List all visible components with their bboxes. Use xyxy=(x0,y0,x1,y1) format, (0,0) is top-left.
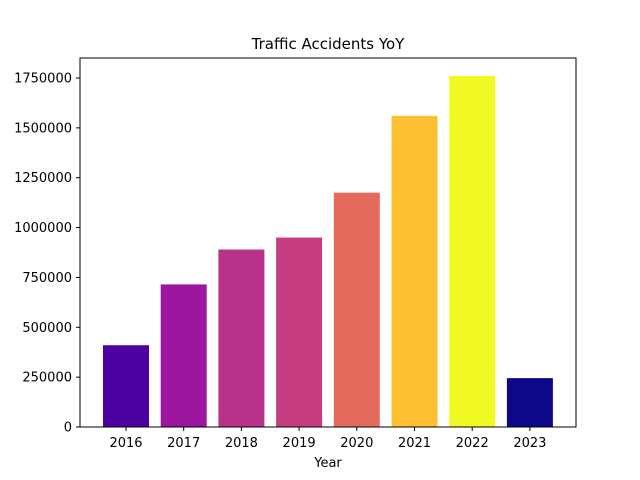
y-tick-label-250000: 250000 xyxy=(22,371,72,386)
y-tick-label-0: 0 xyxy=(64,421,72,436)
y-tick-label-500000: 500000 xyxy=(22,321,72,336)
x-tick-label-2022: 2022 xyxy=(456,436,489,451)
bar-2023 xyxy=(506,378,553,427)
bar-2020 xyxy=(333,192,380,427)
x-tick-label-2018: 2018 xyxy=(225,436,258,451)
plot-frame xyxy=(79,57,577,428)
x-tick-label-2020: 2020 xyxy=(340,436,373,451)
bar-2019 xyxy=(276,237,323,427)
y-tick-label-1250000: 1250000 xyxy=(14,171,72,186)
chart-title: Traffic Accidents YoY xyxy=(251,35,406,53)
x-tick-label-2019: 2019 xyxy=(283,436,316,451)
x-axis-title: Year xyxy=(313,456,342,471)
bar-2017 xyxy=(160,284,207,427)
x-tick-label-2021: 2021 xyxy=(398,436,431,451)
y-tick-label-1500000: 1500000 xyxy=(14,121,72,136)
y-tick-label-1000000: 1000000 xyxy=(14,221,72,236)
bar-2022 xyxy=(449,76,496,427)
y-tick-label-750000: 750000 xyxy=(22,271,72,286)
x-tick-label-2017: 2017 xyxy=(167,436,200,451)
bar-2016 xyxy=(103,345,149,427)
bar-2018 xyxy=(218,249,265,427)
y-tick-label-1750000: 1750000 xyxy=(14,72,72,87)
x-tick-label-2023: 2023 xyxy=(513,436,546,451)
plot-area: 2016 2017 2018 2019 2020 2021 2022 2023 0 250000 5… xyxy=(14,57,577,451)
x-tick-label-2016: 2016 xyxy=(109,436,142,451)
bar-2021 xyxy=(391,115,438,427)
